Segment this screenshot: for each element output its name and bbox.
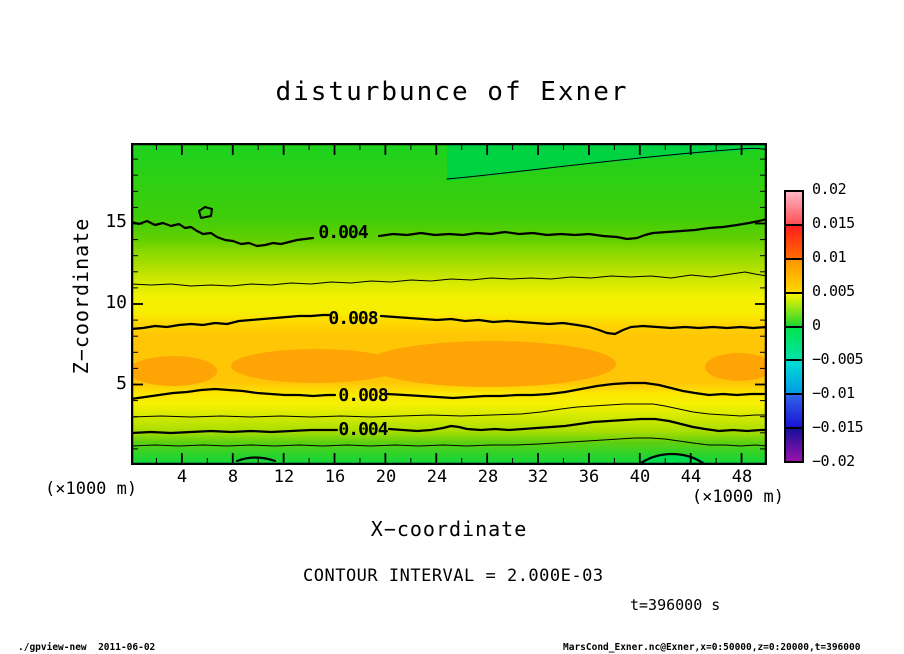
footer-file-info: MarsCond_Exner.nc@Exner,x=0:50000,z=0:20… <box>563 642 861 653</box>
x-tick-label-48: 48 <box>731 467 753 487</box>
contour-0000-surface-segment <box>235 456 277 463</box>
contour-0004-upper-left <box>131 219 315 248</box>
x-tick-label-20: 20 <box>375 467 397 487</box>
colorbar-segments <box>784 190 804 463</box>
orange-cores <box>131 341 767 387</box>
contour-0006-upper <box>131 271 767 287</box>
y-tick-label-15: 15 <box>105 211 127 232</box>
x-axis-title: X−coordinate <box>370 517 528 541</box>
plot-frame-border <box>131 143 767 465</box>
x-tick-label-28: 28 <box>477 467 499 487</box>
x-tick-label-36: 36 <box>578 467 600 487</box>
footer-program-info: ./gpview-new 2011-06-02 <box>18 642 156 653</box>
x-tick-label-44: 44 <box>680 467 702 487</box>
colorbar-label-6: −0.01 <box>812 384 855 402</box>
colorbar-segment <box>784 325 804 362</box>
y-axis-unit: (×1000 m) <box>45 479 138 499</box>
contour-lines <box>131 147 767 465</box>
contour-closed-blob <box>198 206 213 219</box>
colorbar-segment <box>784 190 804 226</box>
contour-line-labels: 0.004 0.008 0.008 0.004 <box>318 222 389 440</box>
x-axis-unit: (×1000 m) <box>691 487 784 507</box>
contour-0004-lower-left <box>131 428 339 435</box>
x-tick-label-12: 12 <box>273 467 295 487</box>
contour-0008-lower-right <box>385 381 767 400</box>
field-fill <box>131 143 767 465</box>
colorbar-segment <box>784 393 804 430</box>
y-tick-label-10: 10 <box>105 292 127 313</box>
field-top-right-green <box>447 143 767 181</box>
colorbar-label-4: 0 <box>812 316 821 334</box>
contour-0008-upper-right <box>379 314 767 336</box>
contour-plot-svg: 0.004 0.008 0.008 0.004 <box>131 143 767 465</box>
colorbar-segment <box>784 427 804 463</box>
contour-label-0008-upper: 0.008 <box>328 308 377 329</box>
contour-0000-surface-arc <box>636 452 708 465</box>
contour-0006-lower <box>131 403 767 418</box>
contour-0002-upper <box>446 147 767 180</box>
colorbar-segment <box>784 257 804 294</box>
colorbar-label-3: 0.005 <box>812 282 855 300</box>
colorbar-segment <box>784 223 804 260</box>
time-annotation: t=396000 s <box>630 596 721 614</box>
x-tick-label-24: 24 <box>426 467 448 487</box>
contour-0004-lower-right <box>387 417 767 433</box>
contour-0008-upper-left <box>131 313 331 331</box>
contour-label-0004-upper: 0.004 <box>318 222 368 243</box>
colorbar-segment <box>784 359 804 396</box>
contour-label-0008-lower: 0.008 <box>338 385 387 406</box>
colorbar-label-5: −0.005 <box>812 350 864 368</box>
colorbar-segment <box>784 291 804 328</box>
contour-0002-lower <box>131 437 767 447</box>
x-tick-label-4: 4 <box>176 467 188 487</box>
page-title: disturbunce of Exner <box>275 77 629 107</box>
contour-plot: 0.004 0.008 0.008 0.004 <box>131 143 767 465</box>
colorbar-label-7: −0.015 <box>812 418 864 436</box>
contour-interval-text: CONTOUR INTERVAL = 2.000E-03 <box>303 566 604 586</box>
colorbar-label-0: 0.02 <box>812 180 847 198</box>
x-tick-label-16: 16 <box>324 467 346 487</box>
colorbar-label-8: −0.02 <box>812 452 855 470</box>
x-tick-label-32: 32 <box>527 467 549 487</box>
colorbar-label-2: 0.01 <box>812 248 847 266</box>
x-tick-label-8: 8 <box>227 467 239 487</box>
contour-label-0004-lower: 0.004 <box>338 419 388 440</box>
y-tick-label-5: 5 <box>116 373 127 394</box>
contour-0008-lower-left <box>131 387 337 401</box>
x-tick-label-40: 40 <box>629 467 651 487</box>
colorbar-label-1: 0.015 <box>812 214 855 232</box>
contour-0004-upper-right <box>377 217 767 241</box>
